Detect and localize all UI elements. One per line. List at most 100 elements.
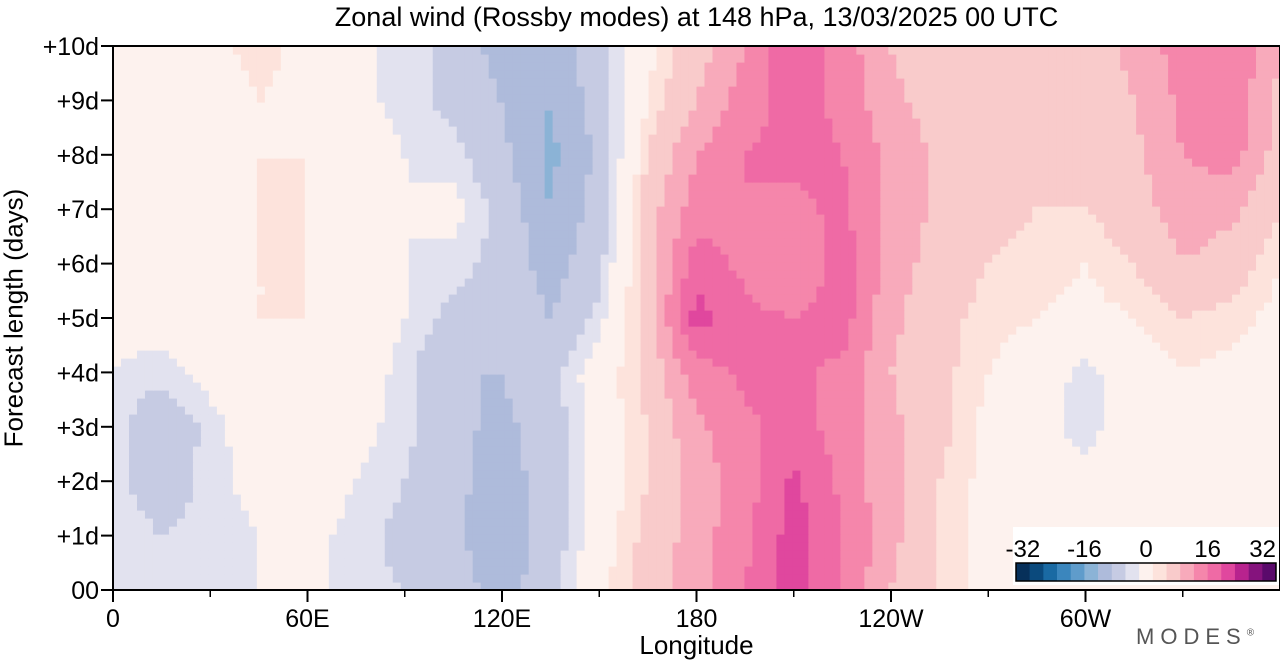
heatmap-cell [1024, 366, 1033, 375]
heatmap-cell [280, 406, 290, 415]
heatmap-cell [1088, 422, 1097, 431]
heatmap-cell [896, 438, 905, 447]
heatmap-cell [1008, 526, 1017, 535]
heatmap-cell [904, 526, 913, 535]
heatmap-cell [800, 374, 809, 383]
heatmap-cell [120, 574, 130, 583]
heatmap-cell [408, 462, 418, 471]
heatmap-cell [464, 486, 474, 495]
heatmap-cell [1120, 342, 1129, 351]
heatmap-cell [872, 318, 881, 327]
heatmap-cell [808, 390, 817, 399]
heatmap-cell [320, 558, 330, 567]
heatmap-cell [864, 342, 873, 351]
heatmap-cell [304, 494, 314, 503]
heatmap-cell [296, 350, 306, 359]
heatmap-cell [280, 478, 290, 487]
heatmap-cell [632, 574, 642, 583]
heatmap-cell [728, 406, 738, 415]
heatmap-cell [312, 574, 322, 583]
heatmap-cell [448, 494, 458, 503]
heatmap-cell [1128, 454, 1137, 463]
heatmap-cell [744, 374, 754, 383]
heatmap-cell [352, 358, 362, 367]
heatmap-cell [936, 486, 945, 495]
heatmap-cell [808, 582, 817, 590]
heatmap-cell [384, 382, 394, 391]
heatmap-cell [1040, 358, 1049, 367]
heatmap-cell [664, 566, 674, 575]
heatmap-cell [1104, 486, 1113, 495]
heatmap-cell [512, 398, 522, 407]
heatmap-cell [792, 486, 802, 495]
heatmap-cell [1224, 326, 1233, 335]
heatmap-cell [776, 550, 786, 559]
heatmap-cell [976, 558, 985, 567]
heatmap-cell [320, 510, 330, 519]
heatmap-cell [920, 510, 929, 519]
heatmap-cell [1136, 454, 1145, 463]
heatmap-cell [1112, 374, 1121, 383]
heatmap-cell [552, 350, 562, 359]
heatmap-cell [224, 526, 234, 535]
heatmap-cell [120, 582, 130, 590]
heatmap-cell [760, 566, 770, 575]
heatmap-cell [1104, 414, 1113, 423]
heatmap-cell [448, 518, 458, 527]
heatmap-cell [440, 374, 450, 383]
heatmap-cell [608, 566, 618, 575]
heatmap-cell [744, 446, 754, 455]
heatmap-cell [256, 534, 266, 543]
heatmap-cell [952, 414, 961, 423]
heatmap-cell [528, 366, 538, 375]
heatmap-cell [536, 494, 546, 503]
heatmap-cell [816, 446, 825, 455]
heatmap-cell [736, 542, 746, 551]
heatmap-cell [1104, 422, 1113, 431]
heatmap-cell [840, 550, 849, 559]
heatmap-cell [344, 438, 354, 447]
heatmap-cell [1104, 582, 1113, 590]
heatmap-cell [536, 414, 546, 423]
heatmap-cell [952, 390, 961, 399]
heatmap-cell [328, 550, 338, 559]
heatmap-cell [784, 542, 794, 551]
heatmap-cell [864, 414, 873, 423]
heatmap-cell [456, 558, 466, 567]
heatmap-cell [952, 502, 961, 511]
heatmap-cell [344, 566, 354, 575]
heatmap-cell [560, 574, 570, 583]
heatmap-cell [1096, 318, 1105, 327]
heatmap-cell [832, 494, 841, 503]
heatmap-cell [648, 366, 658, 375]
heatmap-cell [832, 438, 841, 447]
heatmap-cell [472, 542, 482, 551]
heatmap-cell [720, 398, 730, 407]
heatmap-cell [1112, 398, 1121, 407]
heatmap-cell [424, 446, 434, 455]
heatmap-cell [120, 550, 130, 559]
heatmap-cell [272, 374, 282, 383]
heatmap-cell [736, 478, 746, 487]
heatmap-cell [408, 438, 418, 447]
heatmap-cell [296, 398, 306, 407]
heatmap-cell [456, 342, 466, 351]
heatmap-cell [944, 542, 953, 551]
heatmap-cell [168, 574, 178, 583]
heatmap-cell [232, 382, 242, 391]
heatmap-cell [264, 550, 274, 559]
heatmap-cell [1016, 366, 1025, 375]
heatmap-cell [1176, 318, 1185, 327]
heatmap-cell [304, 342, 314, 351]
heatmap-cell [760, 382, 770, 391]
heatmap-cell [128, 534, 138, 543]
heatmap-cell [1136, 326, 1145, 335]
heatmap-cell [240, 310, 250, 319]
heatmap-cell [1056, 398, 1065, 407]
heatmap-cell [216, 310, 226, 319]
heatmap-cell [560, 422, 570, 431]
heatmap-cell [320, 358, 330, 367]
heatmap-cell [816, 390, 825, 399]
heatmap-cell [176, 470, 186, 479]
heatmap-cell [488, 510, 498, 519]
